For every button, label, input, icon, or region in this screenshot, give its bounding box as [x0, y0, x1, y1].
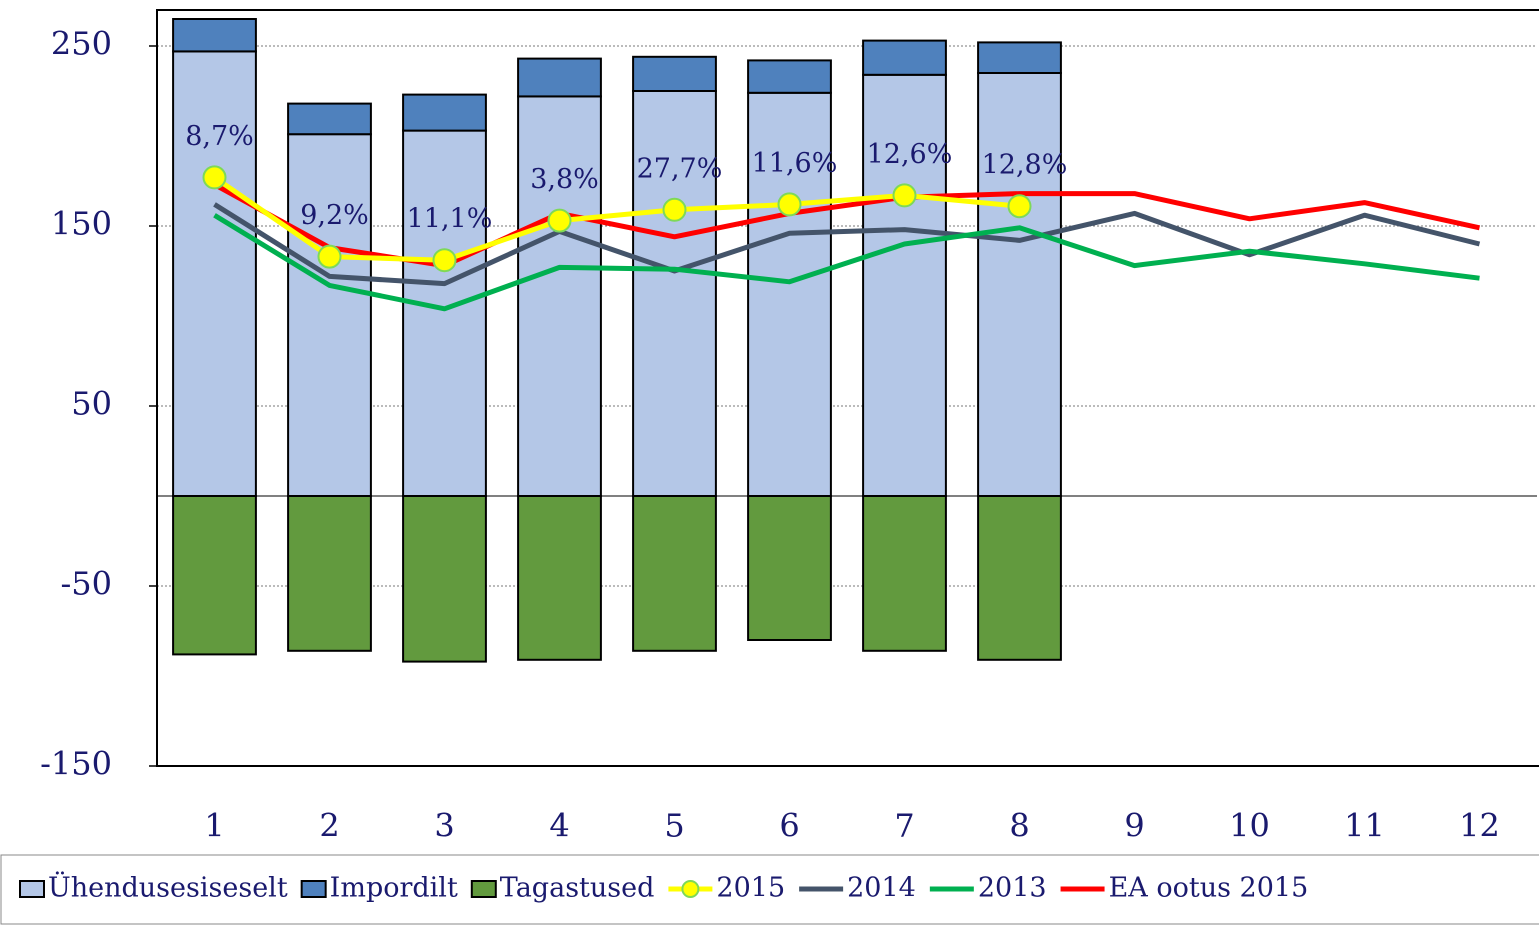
y-tick-label: 50 [71, 385, 112, 423]
legend-label: Tagastused [500, 873, 655, 904]
data-label: 3,8% [530, 164, 599, 195]
line [213, 202, 1481, 287]
bar [977, 72, 1062, 497]
x-tick-label: 1 [204, 807, 224, 845]
data-label: 9,2% [300, 200, 369, 231]
bar [862, 73, 947, 498]
marker [662, 197, 687, 222]
x-tick-label: 5 [664, 807, 684, 845]
bar [287, 133, 372, 497]
marker [202, 165, 227, 190]
bar [632, 90, 717, 497]
legend-marker [681, 880, 700, 898]
bar [517, 495, 602, 661]
bar [977, 41, 1062, 75]
bar [862, 495, 947, 652]
data-label: 12,6% [867, 139, 953, 170]
legend-label: Ühendusesiseselt [48, 870, 288, 904]
data-label: 11,1% [407, 204, 493, 235]
legend-swatch [470, 880, 497, 898]
bar [287, 102, 372, 136]
bar [172, 18, 257, 53]
x-tick-label: 10 [1229, 807, 1270, 845]
marker [777, 192, 802, 217]
legend-label: EA ootus 2015 [1109, 873, 1309, 904]
legend-label: 2015 [716, 873, 785, 904]
legend-swatch [19, 880, 45, 898]
marker [317, 244, 342, 269]
y-tick-label: -150 [40, 745, 112, 783]
legend-swatch [300, 880, 327, 898]
bar [402, 495, 487, 663]
legend-box [0, 854, 1539, 925]
bar [517, 95, 602, 498]
x-tick-label: 4 [549, 807, 569, 845]
bar [977, 495, 1062, 661]
marker [1007, 194, 1032, 219]
bar [632, 495, 717, 652]
y-tick-label: -50 [60, 565, 112, 603]
x-tick-label: 2 [319, 807, 339, 845]
data-label: 12,8% [982, 150, 1068, 181]
bar [632, 55, 717, 92]
bar [402, 93, 487, 132]
plot-frame [156, 9, 1539, 767]
legend-label: Impordilt [330, 873, 458, 904]
legend-label: 2013 [978, 873, 1047, 904]
x-tick-label: 7 [894, 807, 914, 845]
bar [862, 39, 947, 76]
bar [747, 91, 832, 498]
data-label: 27,7% [637, 153, 723, 184]
x-tick-label: 8 [1009, 807, 1029, 845]
marker [432, 248, 457, 273]
y-tick-label: 250 [51, 25, 112, 63]
bar [172, 50, 257, 498]
data-label: 8,7% [185, 121, 254, 152]
marker [892, 183, 917, 208]
bar [517, 57, 602, 98]
y-tick-label: 150 [51, 205, 112, 243]
line [213, 182, 1481, 269]
x-tick-label: 3 [434, 807, 454, 845]
bar [747, 495, 832, 641]
data-label: 11,6% [752, 148, 838, 179]
line [213, 213, 1480, 312]
bar [287, 495, 372, 652]
x-tick-label: 6 [779, 807, 799, 845]
bar [747, 59, 832, 94]
x-tick-label: 9 [1124, 807, 1144, 845]
legend-label: 2014 [847, 873, 916, 904]
bar [172, 495, 257, 656]
x-tick-label: 12 [1459, 807, 1500, 845]
marker [547, 208, 572, 233]
x-tick-label: 11 [1344, 807, 1385, 845]
bar [402, 129, 487, 497]
line [213, 175, 1020, 263]
